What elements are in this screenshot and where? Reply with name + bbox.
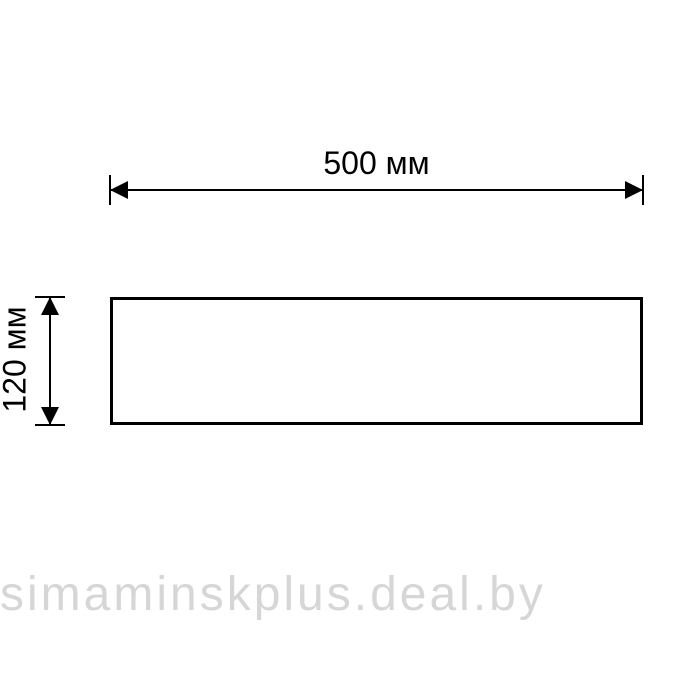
v-extension-top — [35, 296, 65, 298]
h-dimension-arrow-left-icon — [110, 181, 128, 199]
watermark-text: simaminskplus.deal.by — [0, 567, 700, 622]
h-dimension-line — [110, 189, 643, 191]
diagram-canvas: 500 мм 120 мм simaminskplus.deal.by — [0, 0, 700, 700]
h-dimension-arrow-right-icon — [625, 181, 643, 199]
v-dimension-label: 120 мм — [0, 296, 34, 424]
v-extension-bottom — [35, 424, 65, 426]
v-dimension-arrow-down-icon — [41, 407, 59, 425]
h-dimension-label: 500 мм — [110, 145, 643, 182]
object-rectangle — [110, 297, 643, 425]
v-dimension-arrow-up-icon — [41, 297, 59, 315]
v-dimension-line — [49, 297, 51, 425]
